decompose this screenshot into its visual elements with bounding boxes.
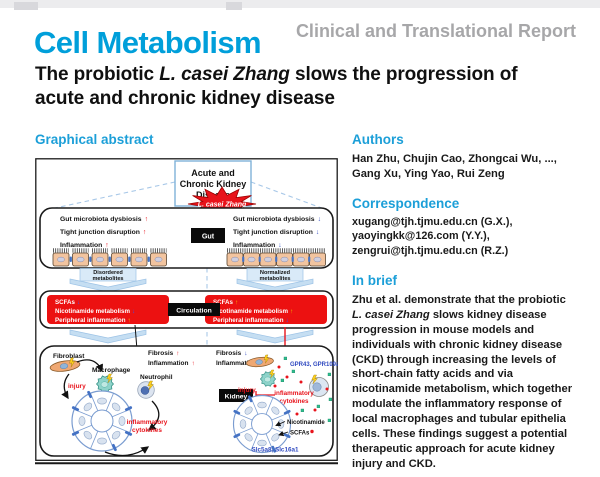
cell-cycle-arrows bbox=[61, 359, 160, 457]
flow-arrow-right bbox=[236, 329, 314, 344]
transporters-label: Slc5a8, Slc16a1 bbox=[252, 447, 299, 454]
in-brief-species-italic: L. casei Zhang bbox=[352, 308, 430, 321]
journal-logo: Cell Metabolism bbox=[34, 25, 262, 60]
circulation-label-box: Circulation bbox=[168, 303, 220, 316]
circ-right-item: Nicotinamide metabolism ↑ bbox=[213, 308, 293, 315]
info-column: Authors Han Zhu, Chujin Cao, Zhongcai Wu… bbox=[352, 132, 578, 472]
macrophage-label: Macrophage bbox=[92, 367, 131, 374]
gut-panel: Gut microbiota dysbiosis ↑ Tight junction… bbox=[39, 207, 334, 269]
cytokines-right-line1: inflammatory bbox=[274, 390, 314, 397]
scan-artifact bbox=[226, 2, 242, 10]
title-post: slows the progression of acute and chron… bbox=[35, 64, 518, 110]
kidney-panel: Fibroblast Macrophage injury Neutrophil … bbox=[39, 345, 338, 457]
top-strip bbox=[0, 0, 600, 8]
probiotic-label: L. casei Zhang bbox=[198, 202, 247, 209]
tubule-cross-section-right bbox=[232, 394, 292, 454]
author-names-line2: Gang Xu, Ying Yao, Rui Zeng bbox=[352, 168, 505, 181]
disordered-metabolites-line1: Disordered bbox=[93, 270, 123, 276]
metabolite-pointer-arrows bbox=[275, 421, 289, 437]
email-link[interactable]: xugang@tjh.tjmu.edu.cn (G.X.), bbox=[352, 216, 513, 229]
inflammation-left: Inflammation ↑ bbox=[148, 360, 195, 367]
authors-heading: Authors bbox=[352, 132, 404, 147]
gut-label: Gut bbox=[202, 232, 215, 241]
epithelium-disrupted bbox=[52, 248, 167, 267]
gut-right-item: Gut microbiota dysbiosis ↓ bbox=[233, 216, 321, 223]
gut-left-item: Inflammation ↑ bbox=[60, 242, 109, 249]
neutrophil-cell bbox=[137, 380, 155, 399]
metabolite-arrow-right: Normalized metabolites bbox=[236, 268, 314, 293]
tubule-cross-section-left bbox=[70, 389, 134, 453]
fibrosis-left: Fibrosis ↑ bbox=[148, 350, 180, 357]
cytokines-left-line1: inflammatory bbox=[127, 419, 168, 426]
author-names-line1: Han Zhu, Chujin Cao, Zhongcai Wu, ..., bbox=[352, 153, 557, 165]
injury-label-right: injury bbox=[238, 387, 256, 394]
email-link[interactable]: zengrui@tjh.tjmu.edu.cn (R.Z.) bbox=[352, 244, 509, 257]
in-brief-heading: In brief bbox=[352, 272, 398, 288]
circ-right-item: SCFAs ↑ bbox=[213, 299, 238, 306]
cytokines-right-line2: cytokines bbox=[279, 398, 309, 405]
email-link[interactable]: yaoyingkk@126.com (Y.Y.), bbox=[352, 230, 490, 243]
in-brief-pre: Zhu et al. demonstrate that the probioti… bbox=[352, 293, 566, 306]
gut-right-item: Inflammation ↓ bbox=[233, 242, 282, 249]
report-type-label: Clinical and Translational Report bbox=[295, 21, 576, 41]
epithelium-normal bbox=[226, 248, 326, 267]
gut-left-item: Tight junction disruption ↑ bbox=[60, 229, 146, 236]
normalized-metabolites-line1: Normalized bbox=[260, 270, 291, 276]
nicotinamide-label: Nicotinamide bbox=[287, 420, 325, 426]
scfa-box-left bbox=[47, 295, 169, 324]
disease-box-line1: Acute and bbox=[191, 168, 235, 178]
title-pre: The probiotic bbox=[35, 64, 160, 85]
kidney-label-box: Kidney bbox=[219, 389, 253, 402]
scfa-box-right bbox=[205, 295, 327, 324]
graphical-abstract-heading: Graphical abstract bbox=[35, 132, 154, 147]
gut-right-item: Tight junction disruption ↓ bbox=[233, 229, 319, 236]
in-brief-post: slows kidney disease progression in mous… bbox=[352, 308, 573, 470]
gut-label-box: Gut bbox=[191, 228, 225, 243]
epithelial-cell-right bbox=[309, 374, 329, 397]
correspondence-heading: Correspondence bbox=[352, 196, 460, 212]
normalized-metabolites-line2: metabolites bbox=[259, 276, 290, 282]
graphical-abstract-figure: Acute and Chronic Kidney Disease L. case… bbox=[35, 158, 338, 465]
scfas-label: SCFAs bbox=[290, 431, 310, 437]
title-species-italic: L. casei Zhang bbox=[159, 64, 290, 85]
kidney-label: Kidney bbox=[225, 394, 248, 401]
article-title: The probiotic L. casei Zhang slows the p… bbox=[35, 63, 547, 112]
cytokines-left-line2: cytokines bbox=[132, 427, 162, 434]
metabolite-arrow-left: Disordered metabolites bbox=[69, 268, 147, 293]
receptors-label: GPR43, GPR109a bbox=[290, 362, 338, 368]
disease-box-line2: Chronic Kidney bbox=[180, 179, 247, 189]
in-brief-text: Zhu et al. demonstrate that the probioti… bbox=[352, 293, 578, 472]
fibrosis-right: Fibrosis ↓ bbox=[216, 350, 248, 357]
circ-right-item: Peripheral inflammation ↓ bbox=[213, 317, 289, 324]
correspondence-emails: xugang@tjh.tjmu.edu.cn (G.X.), yaoyingkk… bbox=[352, 215, 578, 258]
neutrophil-label: Neutrophil bbox=[140, 374, 173, 381]
gut-left-item: Gut microbiota dysbiosis ↑ bbox=[60, 216, 148, 223]
injury-label-left: injury bbox=[68, 383, 86, 390]
circ-left-item: Nicotinamide metabolism ↓ bbox=[55, 308, 135, 315]
circulation-panel: SCFAs ↓ Nicotinamide metabolism ↓ Peripher… bbox=[39, 290, 334, 329]
disordered-metabolites-line2: metabolites bbox=[92, 276, 123, 282]
fibroblast-label: Fibroblast bbox=[53, 353, 85, 360]
circ-left-item: SCFAs ↓ bbox=[55, 299, 80, 306]
circ-left-item: Peripheral inflammation ↑ bbox=[55, 317, 131, 324]
circulation-label: Circulation bbox=[176, 308, 212, 315]
author-names: Han Zhu, Chujin Cao, Zhongcai Wu, ..., G… bbox=[352, 152, 578, 182]
flow-arrow-left bbox=[69, 329, 147, 344]
scan-artifact bbox=[14, 2, 38, 10]
